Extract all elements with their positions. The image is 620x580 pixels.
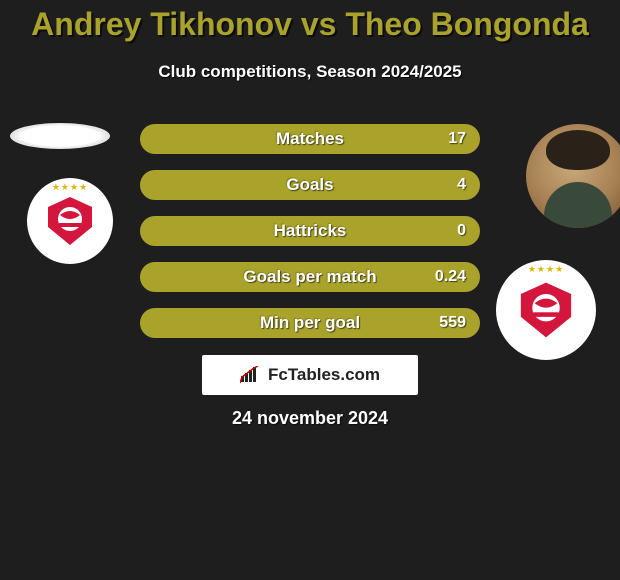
club-badge-left: ★★★★ <box>27 178 113 264</box>
bar-chart-icon <box>240 366 262 384</box>
stat-bar: Goals 4 <box>140 170 480 200</box>
stat-label: Hattricks <box>142 221 478 241</box>
stat-bar: Hattricks 0 <box>140 216 480 246</box>
stat-value-right: 0 <box>457 222 466 240</box>
player-left-avatar <box>10 123 110 149</box>
club-crest-icon <box>42 193 98 249</box>
stat-bars: Matches 17 Goals 4 Hattricks 0 Goals per… <box>140 124 480 354</box>
branding-text: FcTables.com <box>268 365 380 385</box>
stat-value-right: 4 <box>457 176 466 194</box>
stat-bar: Matches 17 <box>140 124 480 154</box>
comparison-infographic: Andrey Tikhonov vs Theo Bongonda Club co… <box>0 0 620 580</box>
date-text: 24 november 2024 <box>0 408 620 429</box>
stat-value-right: 0.24 <box>435 268 466 286</box>
headline-title: Andrey Tikhonov vs Theo Bongonda <box>0 6 620 43</box>
club-stars-icon: ★★★★ <box>528 264 564 275</box>
stat-label: Min per goal <box>142 313 478 333</box>
branding-box: FcTables.com <box>202 355 418 395</box>
stat-label: Goals <box>142 175 478 195</box>
stat-label: Matches <box>142 129 478 149</box>
stat-bar: Goals per match 0.24 <box>140 262 480 292</box>
club-crest-icon <box>514 278 578 342</box>
stat-value-right: 17 <box>448 130 466 148</box>
club-stars-icon: ★★★★ <box>52 182 88 193</box>
stat-bar: Min per goal 559 <box>140 308 480 338</box>
subtitle: Club competitions, Season 2024/2025 <box>0 62 620 82</box>
club-badge-right: ★★★★ <box>496 260 596 360</box>
player-right-avatar <box>526 124 620 228</box>
stat-label: Goals per match <box>142 267 478 287</box>
stat-value-right: 559 <box>439 314 466 332</box>
